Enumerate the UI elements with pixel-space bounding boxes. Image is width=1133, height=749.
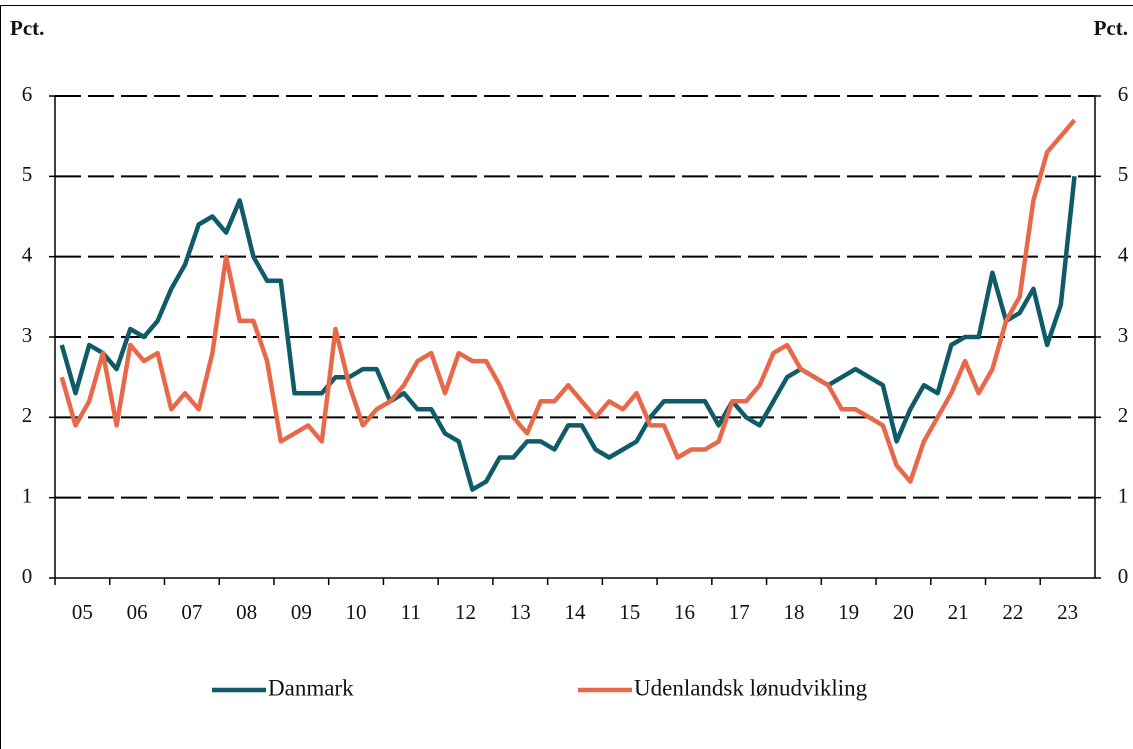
series-line [59,176,1077,492]
y-tick-label: 1 [22,483,33,507]
x-tick-label: 19 [838,600,859,624]
x-tick-label: 13 [510,600,531,624]
x-tick-label: 05 [72,600,93,624]
series-line [59,118,1077,484]
frame [0,5,1133,749]
y2-tick-label: 5 [1118,162,1129,186]
x-tick-label: 22 [1002,600,1023,624]
y-axis-label: Pct. [10,16,44,40]
y2-tick-label: 2 [1118,403,1129,427]
y-tick-label: 4 [22,242,33,266]
x-tick-label: 08 [236,600,257,624]
y2-tick-label: 4 [1118,242,1129,266]
x-tick-label: 21 [948,600,969,624]
y-tick-label: 5 [22,162,33,186]
x-tick-label: 18 [783,600,804,624]
x-tick-label: 07 [181,600,202,624]
y-tick-label: 3 [22,323,33,347]
y-tick-label: 6 [22,82,33,106]
x-tick-label: 16 [674,600,695,624]
x-tick-label: 23 [1057,600,1078,624]
x-tick-label: 17 [729,600,750,624]
x-tick-label: 06 [127,600,148,624]
x-tick-label: 10 [346,600,367,624]
x-tick-label: 09 [291,600,312,624]
x-tick-label: 20 [893,600,914,624]
x-tick-label: 15 [619,600,640,624]
x-tick-label: 11 [401,600,421,624]
y2-tick-label: 0 [1118,564,1129,588]
legend-label: Udenlandsk lønudvikling [634,675,868,700]
y-tick-label: 0 [22,564,33,588]
y-tick-label: 2 [22,403,33,427]
y2-tick-label: 1 [1118,483,1129,507]
y2-tick-label: 6 [1118,82,1129,106]
y2-axis-label: Pct. [1094,16,1128,40]
x-tick-label: 14 [565,600,587,624]
legend-label: Danmark [268,675,354,700]
y2-tick-label: 3 [1118,323,1129,347]
x-tick-label: 12 [455,600,476,624]
